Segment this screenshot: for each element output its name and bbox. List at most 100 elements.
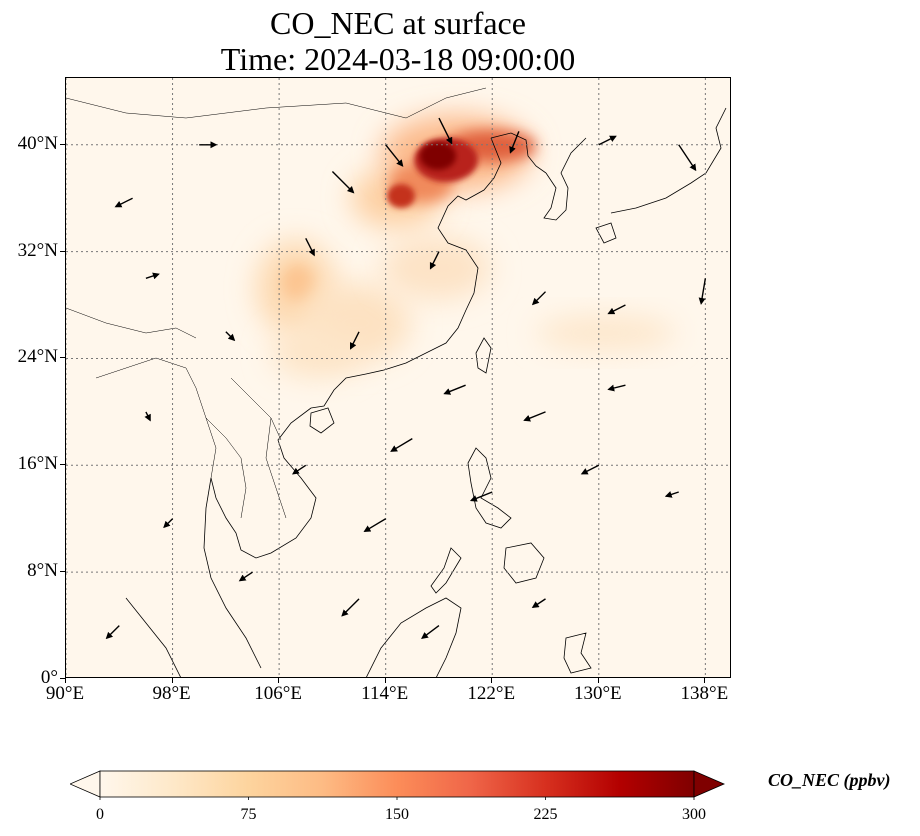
gridlines: [66, 78, 730, 677]
colorbar-svg: [68, 770, 726, 800]
lon-tick-label: 138°E: [680, 683, 729, 704]
coast-taiwan: [475, 337, 492, 374]
colorbar-tick-label: 225: [533, 806, 558, 823]
wind-arrow: [341, 598, 360, 617]
wind-arrow: [163, 518, 174, 529]
lon-tick-mark: [704, 678, 706, 683]
wind-arrow: [291, 464, 307, 475]
concentration-field: [256, 115, 676, 378]
colorbar-extend-low: [68, 770, 101, 798]
colorbar: [68, 770, 726, 800]
lat-tick-mark: [60, 357, 65, 359]
lat-tick-mark: [60, 464, 65, 466]
wind-arrow: [580, 464, 600, 475]
lat-tick-mark: [60, 143, 65, 145]
wind-arrow: [363, 518, 387, 533]
coast-palawan: [430, 547, 462, 594]
map-title-line1: CO_NEC at surface: [270, 5, 526, 41]
colorbar-ticks: [99, 797, 695, 800]
lon-tick-mark: [65, 678, 66, 683]
lat-tick-mark: [60, 250, 65, 252]
plume-south-china: [271, 328, 361, 378]
wind-arrow: [350, 331, 360, 350]
plume-ncp-peak: [420, 142, 456, 170]
wind-arrow: [678, 144, 697, 172]
wind-arrow: [390, 437, 413, 452]
coast-china-mainland: [310, 137, 502, 409]
wind-arrow: [144, 411, 151, 422]
lat-tick-label: 32°N: [17, 239, 58, 261]
coast-sulawesi: [563, 632, 592, 674]
colorbar-tick-label: 150: [385, 806, 409, 823]
wind-arrow: [238, 571, 253, 582]
coast-japan-honshu: [610, 107, 727, 214]
wind-vectors: [105, 117, 707, 640]
lat-tick-label: 8°N: [27, 560, 58, 582]
wind-arrow: [443, 384, 466, 395]
wind-arrow: [664, 491, 679, 498]
wind-arrow: [331, 170, 355, 194]
plume-sichuan-core: [282, 265, 314, 301]
colorbar-tick-label: 75: [240, 806, 257, 823]
lon-tick-mark: [491, 678, 493, 683]
map-title-line2: Time: 2024-03-18 09:00:00: [220, 41, 576, 77]
coast-kyushu: [595, 222, 617, 244]
wind-arrow: [305, 237, 315, 257]
wind-arrow: [114, 197, 133, 208]
colorbar-tick-label: 300: [682, 806, 706, 823]
wind-arrow: [421, 625, 440, 640]
wind-arrow: [607, 384, 626, 392]
wind-arrow: [531, 291, 547, 306]
wind-arrow: [509, 131, 520, 154]
wind-arrow: [698, 278, 707, 305]
map-canvas: [66, 78, 730, 677]
wind-arrow: [531, 598, 546, 609]
plume-shandong: [387, 184, 415, 208]
lon-tick-mark: [597, 678, 599, 683]
lon-tick-label: 130°E: [573, 683, 622, 704]
colorbar-tick-label: 0: [96, 806, 104, 823]
wind-arrow: [105, 625, 120, 640]
lon-tick-mark: [384, 678, 386, 683]
lon-tick-label: 106°E: [254, 683, 302, 704]
lon-tick-mark: [278, 678, 280, 683]
country-borders: [66, 87, 487, 519]
plume-pacific: [536, 315, 676, 351]
coastlines: [125, 107, 727, 677]
lon-tick-mark: [171, 678, 173, 683]
lon-tick-label: 122°E: [467, 683, 516, 704]
wind-arrow: [523, 411, 546, 422]
lat-tick-label: 16°N: [17, 453, 58, 475]
wind-arrow: [438, 117, 453, 145]
colorbar-title: CO_NEC (ppbv): [768, 770, 891, 790]
colorbar-gradient: [99, 770, 695, 798]
coast-sumatra: [125, 597, 181, 677]
lon-tick-label: 114°E: [361, 683, 409, 704]
wind-arrow: [145, 272, 160, 280]
coast-malay: [203, 477, 262, 669]
lat-tick-label: 0°: [40, 667, 58, 688]
border-himalaya: [66, 307, 197, 339]
lon-tick-label: 98°E: [152, 683, 191, 704]
lon-tick-label: 90°E: [45, 683, 85, 704]
coast-korea: [543, 137, 587, 221]
lat-tick-label: 24°N: [17, 346, 58, 368]
coast-hainan: [309, 407, 335, 434]
wind-arrow: [225, 331, 236, 342]
coast-mindanao: [503, 542, 545, 584]
wind-arrow: [385, 144, 404, 167]
wind-arrow: [598, 135, 617, 146]
wind-arrow: [429, 251, 440, 270]
border-thailand: [205, 417, 247, 519]
border-myanmar: [95, 357, 217, 479]
coast-borneo: [366, 597, 462, 677]
border-vietnam: [265, 417, 287, 519]
coast-liaodong: [490, 132, 547, 174]
coast-indochina: [210, 407, 317, 559]
border-laos: [230, 377, 282, 441]
lat-tick-mark: [60, 678, 65, 679]
map-frame: [65, 77, 731, 678]
wind-arrow: [607, 304, 626, 315]
colorbar-extend-high: [693, 770, 726, 798]
coast-luzon: [467, 447, 512, 529]
